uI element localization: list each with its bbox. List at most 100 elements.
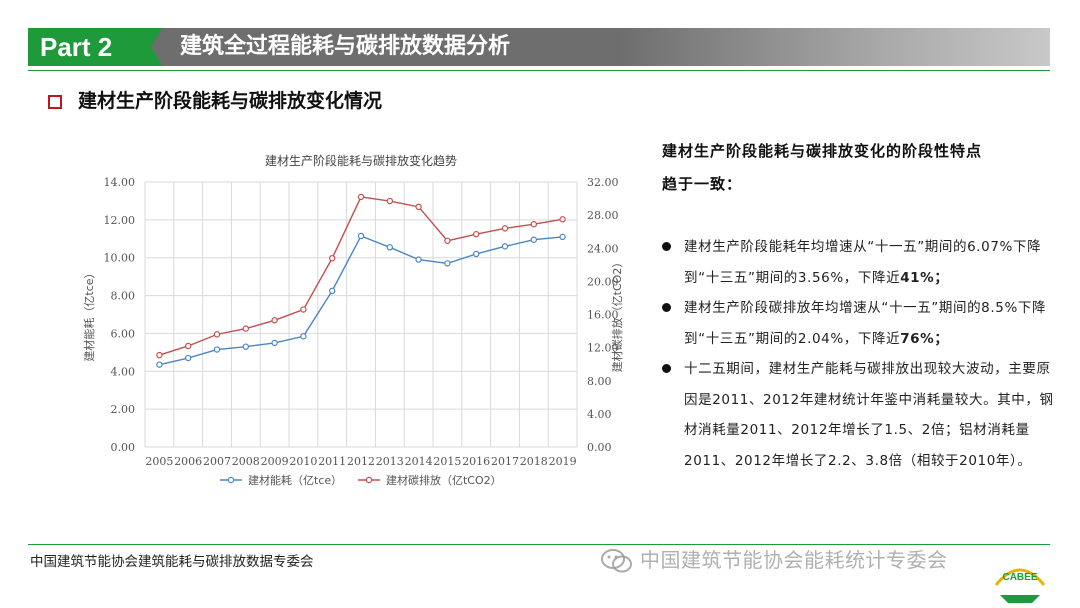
data-point: [156, 361, 163, 368]
data-point: [213, 331, 221, 338]
bullet-dot-icon: [662, 303, 671, 312]
section-square-icon: [48, 95, 62, 109]
y-tick-label: 14.00: [104, 176, 136, 189]
summary-heading-line1: 建材生产阶段能耗与碳排放变化的阶段性特点: [662, 142, 983, 160]
y2-axis-title: 建材碳排放（亿tCO2）: [610, 257, 624, 373]
bullet-1-text: 建材生产阶段能耗年均增速从“十一五”期间的6.07%下降到“十三五”期间的3.5…: [684, 239, 1042, 286]
x-tick-label: 2015: [433, 455, 461, 468]
y2-tick-label: 24.00: [587, 242, 619, 255]
data-point: [444, 260, 451, 267]
data-point: [184, 342, 192, 350]
x-tick-label: 2006: [174, 455, 202, 468]
x-tick-label: 2009: [261, 455, 289, 468]
data-point: [473, 250, 480, 258]
y2-tick-label: 8.00: [587, 375, 612, 388]
series-line-1: [159, 235, 563, 366]
y2-tick-label: 28.00: [587, 209, 619, 222]
legend-marker-2: [365, 476, 373, 484]
y-tick-label: 8.00: [111, 290, 136, 303]
y-tick-label: 12.00: [104, 214, 136, 227]
bullet-2-end: ；: [934, 330, 949, 347]
page-title: 建筑全过程能耗与碳排放数据分析: [180, 34, 511, 59]
data-point: [156, 351, 163, 359]
data-point: [415, 256, 422, 263]
data-point: [530, 221, 537, 228]
y2-tick-label: 4.00: [587, 408, 612, 421]
data-point: [559, 216, 566, 223]
x-tick-label: 2017: [491, 455, 519, 468]
y-tick-label: 0.00: [111, 441, 136, 454]
data-point: [184, 354, 192, 362]
y-tick-label: 10.00: [104, 252, 136, 265]
data-point: [300, 333, 307, 340]
x-tick-label: 2005: [145, 455, 173, 468]
y2-tick-label: 12.00: [587, 342, 619, 355]
logo-text: CABEE: [1002, 572, 1038, 583]
legend-marker-1: [227, 476, 235, 484]
watermark-text: 中国建筑节能协会能耗统计专委会: [640, 548, 948, 572]
y2-tick-label: 0.00: [587, 441, 612, 454]
cabee-logo: [994, 568, 1046, 603]
y-tick-label: 4.00: [111, 365, 136, 378]
x-tick-label: 2013: [376, 455, 404, 468]
bullet-1-end: ；: [934, 269, 949, 286]
header-band-gradient: [620, 28, 1050, 66]
legend-label-1: 建材能耗（亿tce）: [248, 473, 342, 487]
x-tick-label: 2018: [520, 455, 548, 468]
data-point: [242, 343, 249, 350]
bullet-2-text: 建材生产阶段碳排放年均增速从“十一五”期间的8.5%下降到“十三五”期间的2.0…: [684, 300, 1047, 347]
data-point: [559, 233, 566, 241]
data-point: [473, 230, 480, 238]
summary-heading-line2: 趋于一致：: [662, 175, 743, 193]
bullet-dot-icon: [662, 242, 671, 251]
series-line-2: [159, 196, 563, 356]
bullet-3-text: 十二五期间，建材生产能耗与碳排放出现较大波动，主要原因是2011、2012年建材…: [684, 361, 1054, 469]
x-tick-label: 2008: [232, 455, 260, 468]
legend-label-2: 建材碳排放（亿tCO2）: [386, 473, 502, 487]
summary-bullet-3: 十二五期间，建材生产能耗与碳排放出现较大波动，主要原因是2011、2012年建材…: [662, 354, 1062, 476]
bullet-dot-icon: [662, 364, 671, 373]
data-point: [328, 287, 336, 295]
data-point: [530, 236, 537, 243]
energy-carbon-line-chart: 建材生产阶段能耗与碳排放变化趋势 0.00 2.00 4.00 6.00 8.00 10.0…: [82, 153, 624, 487]
y-tick-label: 2.00: [111, 403, 136, 416]
chart-title: 建材生产阶段能耗与碳排放变化趋势: [265, 153, 457, 168]
data-point: [328, 254, 336, 262]
data-point: [271, 317, 278, 324]
x-tick-label: 2012: [347, 455, 375, 468]
data-point: [271, 339, 278, 347]
summary-bullet-list: 建材生产阶段能耗年均增速从“十一五”期间的6.07%下降到“十三五”期间的3.5…: [662, 232, 1062, 476]
data-point: [386, 197, 393, 205]
y-tick-label: 6.00: [111, 327, 136, 340]
part-badge: [28, 28, 162, 66]
y2-tick-label: 32.00: [587, 176, 619, 189]
section-title: 建材生产阶段能耗与碳排放变化情况: [78, 90, 383, 112]
data-point: [415, 203, 422, 211]
header-divider: [28, 70, 1050, 71]
x-tick-label: 2011: [318, 455, 346, 468]
footer-org: 中国建筑节能协会建筑能耗与碳排放数据专委会: [30, 554, 314, 570]
y2-tick-label: 20.00: [587, 275, 619, 288]
footer-divider: [28, 544, 1050, 545]
data-point: [242, 325, 249, 332]
x-tick-label: 2014: [405, 455, 433, 468]
data-point: [501, 243, 509, 250]
data-point: [501, 225, 509, 232]
data-point: [386, 244, 393, 251]
x-tick-label: 2016: [462, 455, 490, 468]
x-tick-label: 2010: [289, 455, 317, 468]
bullet-2-bold: 76%: [900, 330, 935, 347]
y-axis-title: 建材能耗（亿tce）: [82, 267, 96, 361]
data-point: [213, 346, 221, 353]
summary-bullet-2: 建材生产阶段碳排放年均增速从“十一五”期间的8.5%下降到“十三五”期间的2.0…: [662, 293, 1062, 354]
data-point: [357, 232, 365, 240]
data-point: [444, 237, 451, 244]
summary-bullet-1: 建材生产阶段能耗年均增速从“十一五”期间的6.07%下降到“十三五”期间的3.5…: [662, 232, 1062, 293]
data-point: [300, 306, 307, 313]
wechat-icon: [601, 549, 632, 573]
x-tick-label: 2019: [549, 455, 577, 468]
bullet-1-bold: 41%: [900, 269, 935, 286]
data-point: [357, 193, 365, 201]
part-label: Part 2: [40, 32, 113, 62]
y2-tick-label: 16.00: [587, 309, 619, 322]
